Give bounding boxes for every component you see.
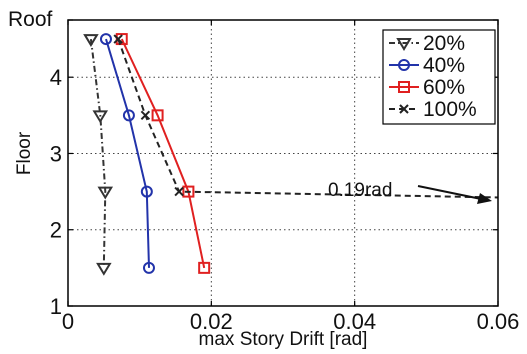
- marker-circle: [142, 261, 155, 274]
- marker-square: [398, 81, 410, 93]
- y-axis-ticks: 1 2 3 4 Roof: [8, 8, 498, 319]
- marker-triangle-down: [96, 262, 112, 276]
- series-1: [83, 34, 114, 276]
- series-line: [105, 38, 150, 268]
- legend-label: 60%: [423, 76, 465, 99]
- x-axis-ticks: 0 0.02 0.04 0.06: [62, 20, 520, 334]
- y-tick-label-roof: Roof: [8, 8, 53, 31]
- legend-label: 100%: [423, 98, 477, 121]
- marker-square: [198, 261, 211, 274]
- series-group: [83, 33, 498, 276]
- y-axis-label: Floor: [14, 131, 35, 175]
- x-tick-label: 0.02: [190, 309, 233, 334]
- series-line: [89, 38, 107, 268]
- y-tick-label: 3: [50, 141, 62, 166]
- y-tick-label: 4: [50, 65, 62, 90]
- marker-circle: [99, 33, 112, 46]
- marker-x: [174, 186, 184, 197]
- marker-square: [182, 185, 195, 198]
- marker-circle: [122, 109, 135, 122]
- plot-frame: [67, 19, 499, 307]
- legend-label: 20%: [423, 32, 465, 55]
- x-tick-label: 0: [62, 309, 74, 334]
- series-2: [99, 33, 155, 274]
- marker-x: [113, 34, 123, 44]
- series-line: [120, 38, 206, 269]
- x-tick-label: 0.04: [333, 309, 376, 334]
- marker-circle: [398, 59, 410, 71]
- legend: 20%40%60%100%: [382, 29, 496, 125]
- marker-triangle-down: [83, 34, 99, 48]
- legend-label: 40%: [423, 54, 465, 77]
- y-tick-label: 1: [50, 294, 62, 319]
- series-4: [113, 34, 498, 199]
- marker-triangle-down: [97, 186, 114, 200]
- marker-circle: [140, 185, 153, 198]
- x-tick-label: 0.06: [477, 309, 520, 334]
- series-3: [115, 33, 211, 274]
- series-line: [117, 38, 498, 199]
- marker-triangle-down: [396, 38, 412, 51]
- y-tick-label: 2: [50, 218, 62, 243]
- marker-square: [151, 109, 164, 122]
- annotation-arrow-head: [477, 193, 492, 204]
- annotation-arrow: [417, 185, 492, 204]
- marker-x: [140, 110, 151, 121]
- marker-x: [399, 104, 409, 114]
- marker-square: [115, 33, 128, 46]
- annotation-arrow-shaft: [417, 185, 487, 201]
- annotation-text: 0.19rad: [328, 180, 392, 201]
- x-axis-label: max Story Drift [rad]: [199, 329, 368, 350]
- marker-triangle-down: [92, 110, 109, 124]
